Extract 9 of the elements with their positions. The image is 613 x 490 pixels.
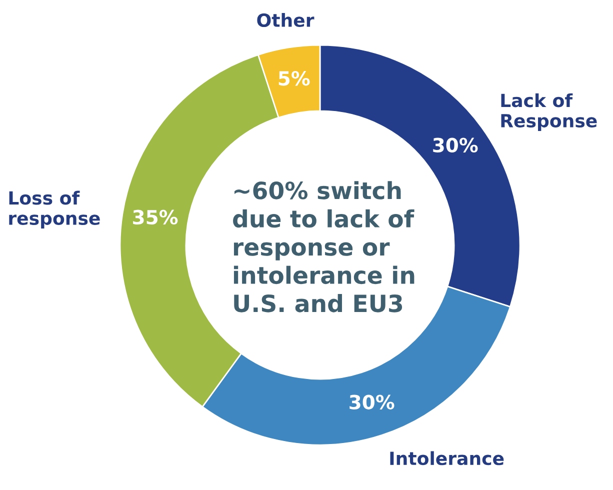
text: ~60% switch due to lack of response or intolerance in U.S. and EU3 (233, 181, 414, 312)
slice-label: Loss of response (9, 190, 100, 228)
slice-label: Lack of Response (501, 93, 597, 132)
data-label: 5% (278, 70, 310, 86)
data-label: 30% (350, 394, 394, 410)
data-label: 35% (133, 210, 178, 225)
slice-label: Intolerance (390, 451, 504, 466)
data-label: 30% (433, 138, 478, 152)
slice-label: Other (257, 13, 314, 28)
